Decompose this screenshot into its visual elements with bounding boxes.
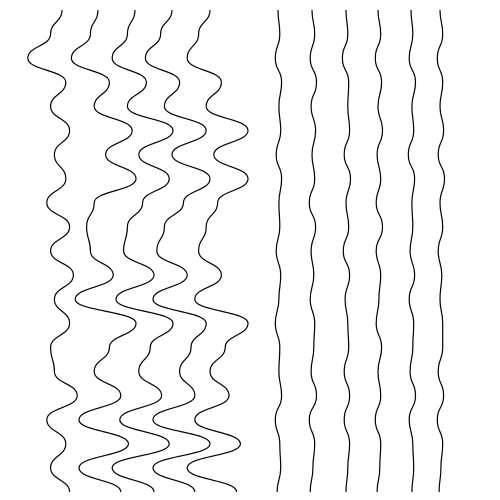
trace (308, 9, 318, 493)
trace (407, 9, 417, 493)
trace (111, 9, 174, 493)
trace (186, 9, 249, 493)
trace (341, 9, 352, 493)
trace (70, 9, 137, 493)
trace (436, 9, 446, 493)
trace (274, 9, 283, 493)
trace (374, 9, 384, 493)
trace (144, 9, 211, 493)
trace (27, 9, 78, 493)
